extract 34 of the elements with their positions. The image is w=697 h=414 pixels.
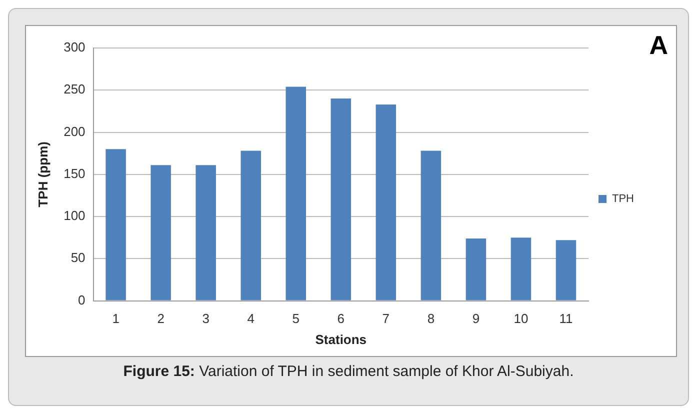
x-tick-label: 7 — [382, 311, 390, 326]
bar — [150, 165, 171, 300]
bar — [286, 86, 306, 300]
y-tick-label: 300 — [64, 40, 86, 55]
y-tick-label: 100 — [64, 208, 86, 224]
x-tick-label: 2 — [157, 311, 164, 326]
x-tick-label: 8 — [427, 311, 435, 326]
x-tick-label: 4 — [247, 311, 254, 326]
x-tick-label: 6 — [337, 311, 345, 326]
bar — [466, 238, 486, 300]
text: A — [649, 30, 668, 61]
y-tick-label: 50 — [70, 250, 86, 266]
bar — [376, 104, 396, 300]
bar — [106, 149, 126, 300]
bar — [240, 150, 261, 300]
y-tick-label: 150 — [64, 166, 86, 181]
y-tick-label: 200 — [64, 124, 86, 139]
bar — [330, 98, 352, 300]
y-tick-label: 250 — [64, 82, 86, 97]
bar — [510, 238, 532, 300]
x-tick-label: 5 — [292, 311, 300, 326]
caption: Figure 15: Variation of TPH in sediment sample of Khor Al-Subiyah. — [122, 363, 575, 380]
x-tick-label: 1 — [112, 311, 120, 326]
x-axis-title: Stations — [315, 332, 367, 347]
x-tick-label: 10 — [514, 311, 528, 326]
bar — [556, 240, 576, 300]
y-tick-label: 0 — [78, 292, 86, 308]
bar — [196, 165, 216, 300]
bar — [420, 150, 442, 300]
legend-label: TPH — [612, 193, 634, 206]
y-axis-title: TPH (ppm) — [35, 142, 50, 208]
x-tick-label: 11 — [559, 311, 573, 326]
x-tick-label: 9 — [472, 311, 480, 326]
x-tick-label: 3 — [202, 311, 210, 326]
